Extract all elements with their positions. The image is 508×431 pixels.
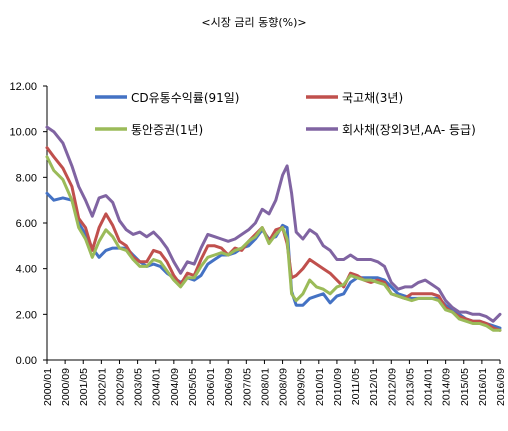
- series-line-1: [45, 146, 502, 332]
- y-tick-label: 0.00: [16, 355, 37, 367]
- y-tick-label: 2.00: [16, 309, 37, 321]
- x-tick-label: 2010/01: [314, 368, 326, 406]
- x-tick-label: 2003/05: [133, 368, 145, 406]
- series-line-2: [45, 155, 502, 332]
- x-tick-label: 2010/09: [332, 368, 344, 406]
- x-tick-label: 2004/09: [169, 368, 181, 406]
- series-lines: [45, 125, 502, 332]
- y-axis: 0.00 2.00 4.00 6.00 8.00 10.00 12.00: [9, 81, 48, 367]
- x-tick-label: 2012/01: [368, 368, 380, 406]
- chart-title: <시장 금리 동향(%)>: [201, 16, 306, 29]
- x-tick-label: 2002/09: [114, 368, 126, 406]
- y-tick-label: 4.00: [16, 264, 37, 276]
- series-line-0: [45, 191, 502, 330]
- x-tick-label: 2014/01: [423, 368, 435, 406]
- series-line-3: [45, 125, 502, 323]
- x-tick-label: 2016/01: [477, 368, 489, 406]
- x-tick-label: 2009/05: [296, 368, 308, 406]
- x-tick-label: 2000/09: [60, 368, 72, 406]
- x-tick-label: 2008/01: [259, 368, 271, 406]
- x-tick-label: 2006/09: [223, 368, 235, 406]
- x-tick-label: 2008/09: [278, 368, 290, 406]
- x-tick-label: 2001/05: [78, 368, 90, 406]
- x-tick-label: 2000/01: [42, 368, 54, 406]
- x-tick-label: 2013/05: [404, 368, 416, 406]
- y-tick-label: 12.00: [9, 81, 37, 93]
- y-tick-label: 10.00: [9, 127, 37, 139]
- legend-label-1: 국고채(3년): [342, 91, 403, 105]
- x-tick-label: 2012/09: [386, 368, 398, 406]
- legend-label-0: CD유통수익률(91일): [131, 91, 240, 105]
- x-tick-label: 2002/01: [96, 368, 108, 406]
- x-axis: 2000/01 2000/09 2001/05 2002/01 2002/09 2003/…: [42, 359, 507, 406]
- x-tick-label: 2011/05: [350, 368, 362, 405]
- x-tick-label: 2015/05: [459, 368, 471, 406]
- legend: CD유통수익률(91일) 국고채(3년) 통안증권(1년) 회사채(장외3년,AA- …: [95, 91, 476, 137]
- x-tick-label: 2004/01: [151, 368, 163, 406]
- x-tick-label: 2007/05: [241, 368, 253, 406]
- y-tick-label: 8.00: [16, 172, 37, 184]
- y-tick-label: 6.00: [16, 218, 37, 230]
- legend-label-3: 회사채(장외3년,AA- 등급): [342, 123, 476, 137]
- x-tick-label: 2014/09: [441, 368, 453, 406]
- x-tick-label: 2006/01: [205, 368, 217, 406]
- x-tick-label: 2016/09: [495, 368, 507, 406]
- legend-label-2: 통안증권(1년): [131, 123, 203, 137]
- x-tick-label: 2005/05: [187, 368, 199, 406]
